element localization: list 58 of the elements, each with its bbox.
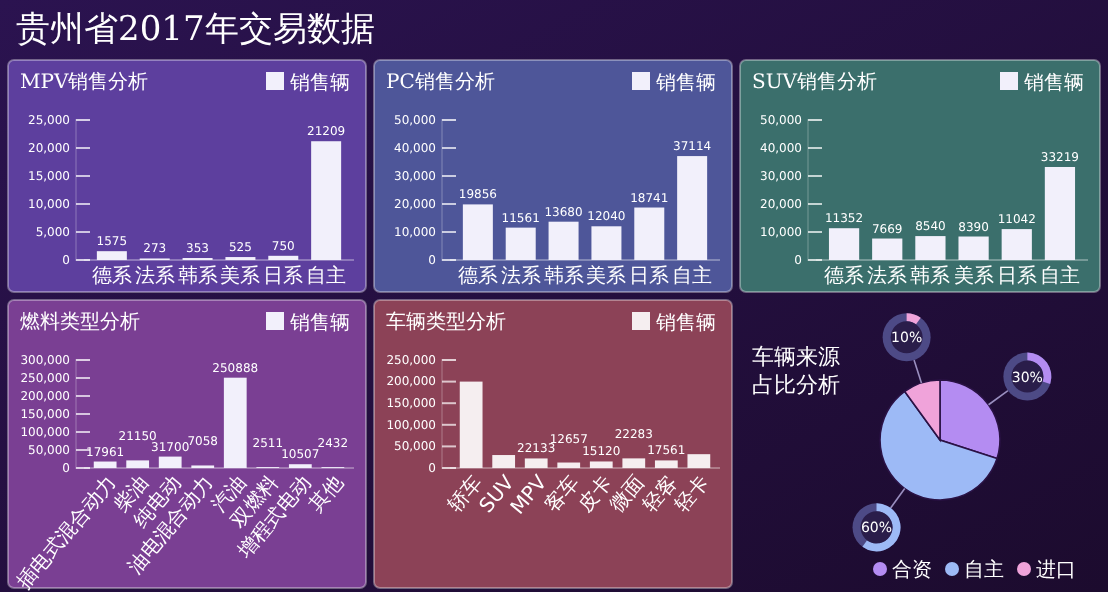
bar <box>311 141 342 260</box>
bar <box>1044 166 1076 260</box>
chart-title: SUV销售分析 <box>752 70 877 94</box>
x-tick-label: 法系 <box>134 264 175 289</box>
bar <box>872 238 903 260</box>
bar <box>462 204 493 260</box>
x-tick-label: 自主 <box>306 264 347 289</box>
legend-label: 销售辆 <box>654 71 716 95</box>
chart-title: 燃料类型分析 <box>20 310 140 334</box>
x-tick-label: 美系 <box>586 264 627 289</box>
bar <box>524 458 548 468</box>
bar <box>548 221 579 260</box>
x-tick-label: 德系 <box>91 264 132 289</box>
x-tick-label: 自主 <box>1039 264 1080 289</box>
bar <box>96 251 127 260</box>
bar <box>915 236 946 260</box>
x-tick-label: 日系 <box>996 264 1037 289</box>
legend-label: 销售辆 <box>654 311 716 335</box>
chart-title: PC销售分析 <box>386 70 495 94</box>
bar <box>1001 229 1032 260</box>
x-tick-label: 日系 <box>629 264 670 289</box>
bar <box>557 462 581 468</box>
x-tick-label: 美系 <box>220 264 261 289</box>
legend-label: 销售辆 <box>288 71 350 95</box>
bar <box>828 228 860 260</box>
x-tick-label: 德系 <box>457 264 498 289</box>
legend-label: 合资 <box>892 558 932 582</box>
x-tick-label: 韩系 <box>910 264 951 289</box>
x-tick-label: 日系 <box>263 264 304 289</box>
bar <box>958 236 989 260</box>
bar <box>492 455 516 468</box>
bar <box>589 461 613 468</box>
bar <box>459 381 483 468</box>
x-tick-label: 德系 <box>824 264 865 289</box>
legend-label: 进口 <box>1036 558 1076 582</box>
bar <box>93 461 117 468</box>
bar <box>677 156 708 260</box>
bar <box>591 226 622 260</box>
bar <box>223 377 247 468</box>
legend-label: 销售辆 <box>1022 71 1084 95</box>
x-tick-label: 韩系 <box>543 264 584 289</box>
bar <box>126 460 150 468</box>
bar <box>505 227 536 260</box>
x-tick-label: 美系 <box>953 264 994 289</box>
bar <box>622 458 646 468</box>
legend-label: 销售辆 <box>288 311 350 335</box>
chart-title: MPV销售分析 <box>20 70 149 94</box>
x-tick-label: 韩系 <box>177 264 218 289</box>
x-tick-label: 法系 <box>500 264 541 289</box>
bar <box>687 454 711 468</box>
x-tick-label: 法系 <box>867 264 908 289</box>
x-tick-label: 自主 <box>672 264 713 289</box>
bar <box>158 456 182 468</box>
text: 贵州省2017年交易数据 <box>16 10 375 50</box>
chart-title: 车辆类型分析 <box>386 310 506 334</box>
text: 车辆来源占比分析 <box>752 344 840 398</box>
bar <box>634 207 665 260</box>
bar <box>654 460 678 468</box>
